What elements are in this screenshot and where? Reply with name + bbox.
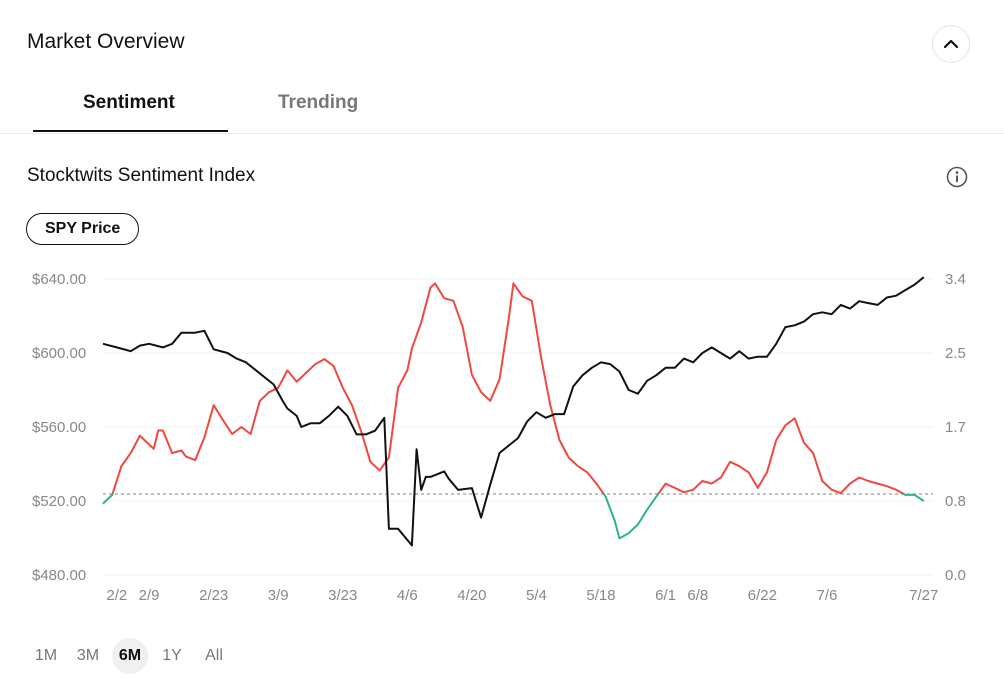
sentiment-line-below [102, 494, 925, 540]
range-6m-button[interactable]: 6M [112, 638, 148, 674]
sentiment-line-above [111, 282, 916, 495]
x-tick-label: 5/18 [586, 587, 615, 604]
spy-price-line [102, 276, 925, 547]
x-tick-label: 4/20 [457, 587, 486, 604]
range-1y-button[interactable]: 1Y [162, 647, 182, 664]
x-tick-label: 2/2 [106, 587, 127, 604]
y-left-tick-label: $520.00 [32, 493, 86, 510]
x-tick-label: 7/6 [817, 587, 838, 604]
x-tick-label: 2/23 [199, 587, 228, 604]
y-left-tick-label: $560.00 [32, 419, 86, 436]
collapse-button[interactable] [932, 25, 970, 63]
y-left-tick-label: $480.00 [32, 567, 86, 584]
y-left-tick-label: $640.00 [32, 271, 86, 288]
page-title: Market Overview [27, 30, 185, 53]
range-all-button[interactable]: All [205, 647, 223, 664]
x-tick-label: 5/4 [526, 587, 547, 604]
y-right-tick-label: 1.7 [945, 419, 966, 436]
y-right-tick-label: 0.0 [945, 567, 966, 584]
y-left-tick-label: $600.00 [32, 345, 86, 362]
x-tick-label: 3/9 [268, 587, 289, 604]
spy-price-toggle[interactable]: SPY Price [26, 213, 140, 245]
y-right-tick-label: 2.5 [945, 345, 966, 362]
x-tick-label: 2/9 [139, 587, 160, 604]
x-tick-label: 6/1 [655, 587, 676, 604]
y-right-tick-label: 3.4 [945, 271, 966, 288]
info-icon[interactable] [946, 166, 968, 188]
x-tick-label: 6/8 [687, 587, 708, 604]
section-title: Stocktwits Sentiment Index [27, 165, 256, 186]
x-tick-label: 6/22 [748, 587, 777, 604]
sentiment-chart: $480.00 0.0 $520.00 0.8 $560.00 1.7 $600.00 2.5… [32, 271, 966, 604]
range-selector: 1M 3M 6M 1Y All [28, 638, 232, 674]
tab-bar: Sentiment Trending [0, 78, 1004, 134]
tab-sentiment[interactable]: Sentiment [83, 92, 175, 113]
chevron-up-icon [943, 39, 959, 49]
x-tick-label: 7/27 [909, 587, 938, 604]
x-tick-label: 3/23 [328, 587, 357, 604]
tab-trending[interactable]: Trending [278, 92, 359, 113]
range-1m-button[interactable]: 1M [34, 647, 58, 664]
x-tick-label: 4/6 [397, 587, 418, 604]
range-3m-button[interactable]: 3M [76, 647, 100, 664]
y-right-tick-label: 0.8 [945, 493, 966, 510]
active-tab-indicator [33, 130, 228, 132]
